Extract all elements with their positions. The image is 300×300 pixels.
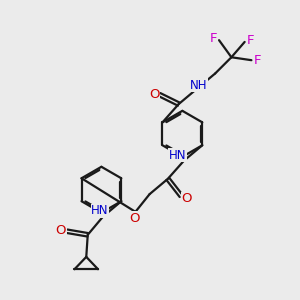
Text: O: O [56,224,66,237]
Text: HN: HN [92,204,109,217]
Text: F: F [247,34,254,47]
Text: NH: NH [190,79,207,92]
Text: F: F [254,54,262,67]
Text: O: O [182,192,192,206]
Text: O: O [149,88,160,100]
Text: O: O [130,212,140,225]
Text: F: F [210,32,218,45]
Text: HN: HN [169,149,186,162]
